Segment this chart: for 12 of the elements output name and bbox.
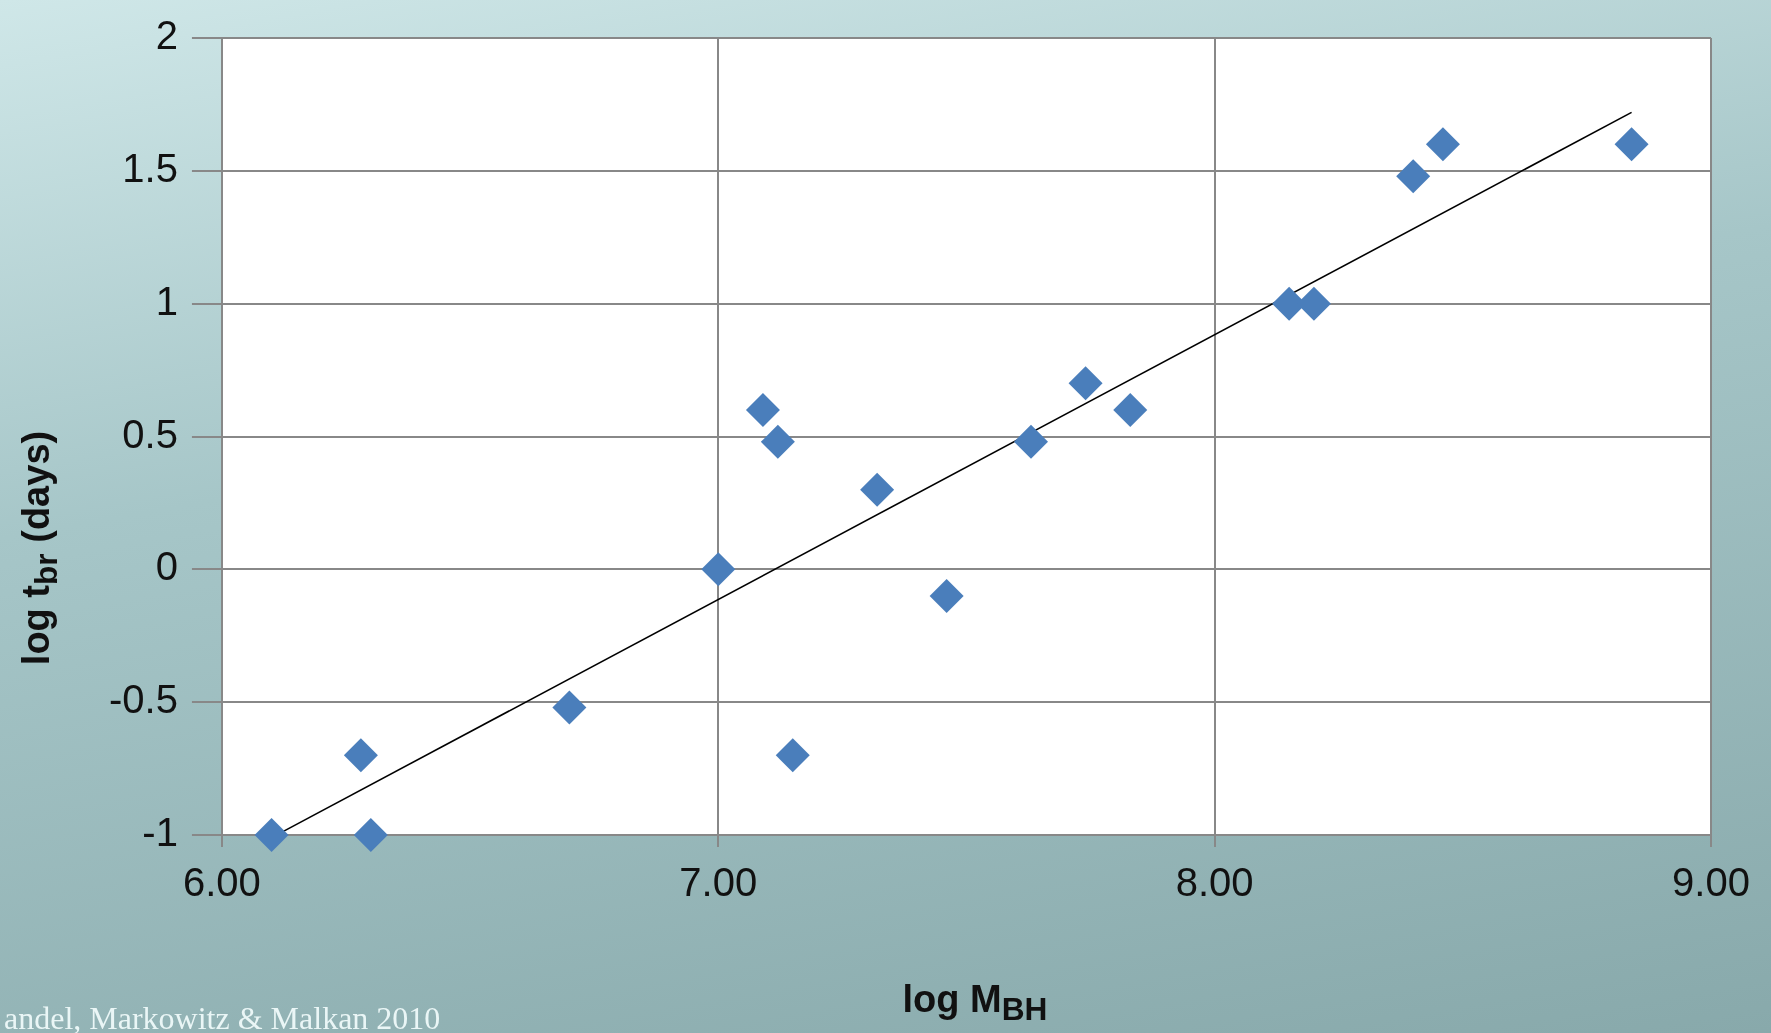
- y-tick-label: -1: [142, 810, 178, 855]
- y-tick-label: 1.5: [122, 145, 178, 190]
- x-tick-label: 6.00: [183, 860, 261, 905]
- y-tick-label: 2: [155, 13, 178, 58]
- y-tick-label: 1: [155, 278, 178, 323]
- y-tick-label: 0.5: [122, 411, 178, 456]
- x-tick-label: 9.00: [1672, 860, 1750, 905]
- x-axis-title: log M$_{BH}$: [902, 977, 1048, 1029]
- x-tick-label: 8.00: [1175, 860, 1254, 905]
- y-tick-label: -0.5: [108, 677, 178, 722]
- x-tick-label: 7.00: [679, 860, 758, 905]
- y-tick-label: 0: [155, 544, 178, 589]
